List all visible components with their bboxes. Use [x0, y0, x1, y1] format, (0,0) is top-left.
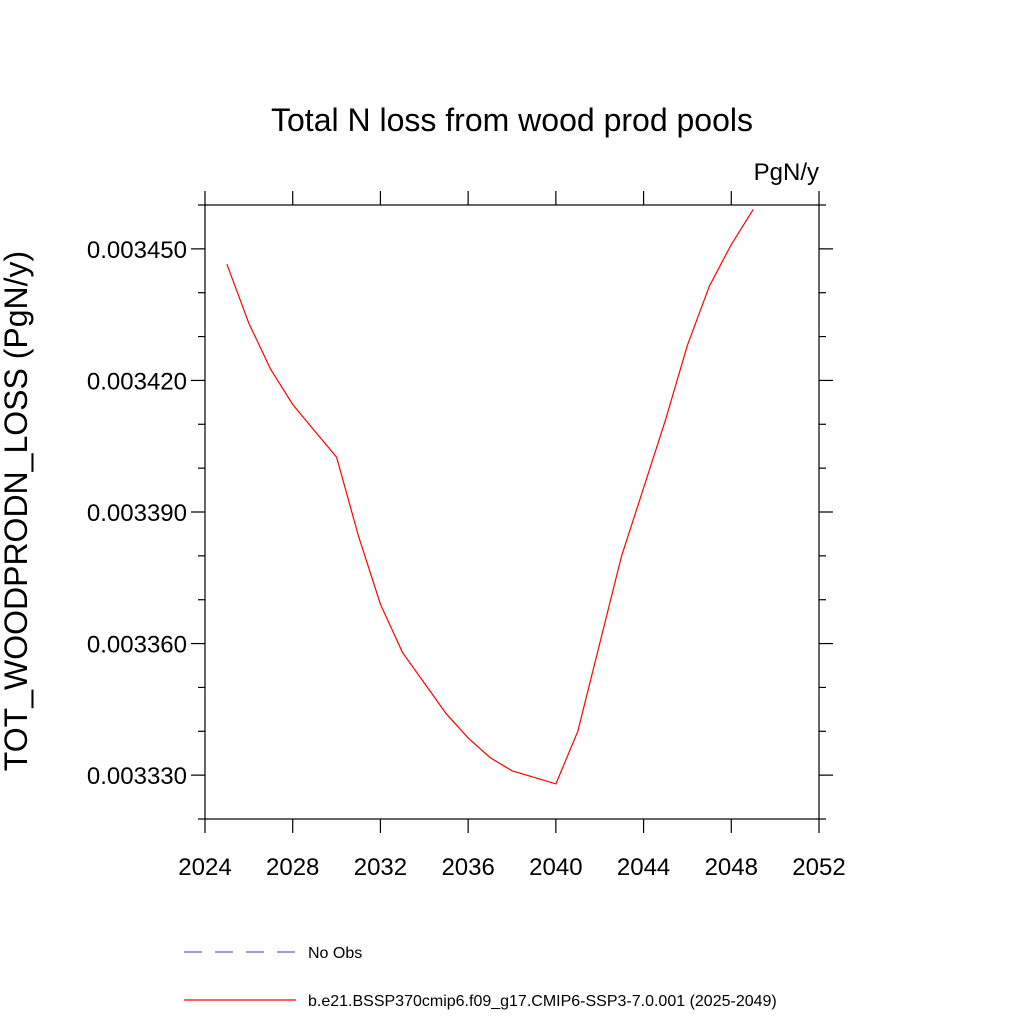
x-tick-label: 2052: [792, 854, 845, 881]
chart-title: Total N loss from wood prod pools: [271, 102, 753, 138]
series-layer: [226, 209, 754, 785]
plot-frame: [204, 204, 820, 820]
x-tick-label: 2044: [617, 854, 670, 881]
y-axis-label: TOT_WOODPRODN_LOSS (PgN/y): [0, 251, 34, 771]
y-tick-label: 0.003420: [87, 368, 187, 395]
x-tick-label: 2036: [441, 854, 494, 881]
x-tick-label: 2040: [529, 854, 582, 881]
x-tick-label: 2024: [178, 854, 231, 881]
units-label: PgN/y: [754, 159, 819, 186]
x-tick-label: 2032: [354, 854, 407, 881]
legend: No Obs b.e21.BSSP370cmip6.f09_g17.CMIP6-S…: [184, 945, 777, 1010]
y-tick-label: 0.003330: [87, 763, 187, 790]
x-tick-label: 2048: [705, 854, 758, 881]
y-tick-label: 0.003360: [87, 632, 187, 659]
legend-label: No Obs: [308, 945, 362, 962]
legend-label: b.e21.BSSP370cmip6.f09_g17.CMIP6-SSP3-7.…: [308, 993, 777, 1010]
axis-tick-labels: 2024 2028 2032 2036 2040 2044 2048 2052 0.003330…: [87, 237, 846, 881]
axis-ticks: [191, 191, 833, 833]
series-line: [226, 209, 754, 785]
y-tick-label: 0.003450: [87, 237, 187, 264]
y-tick-label: 0.003390: [87, 500, 187, 527]
x-tick-label: 2028: [266, 854, 319, 881]
